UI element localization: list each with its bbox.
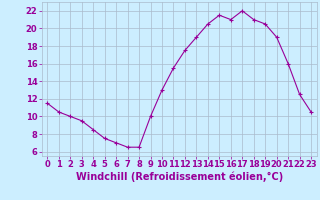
X-axis label: Windchill (Refroidissement éolien,°C): Windchill (Refroidissement éolien,°C): [76, 172, 283, 182]
